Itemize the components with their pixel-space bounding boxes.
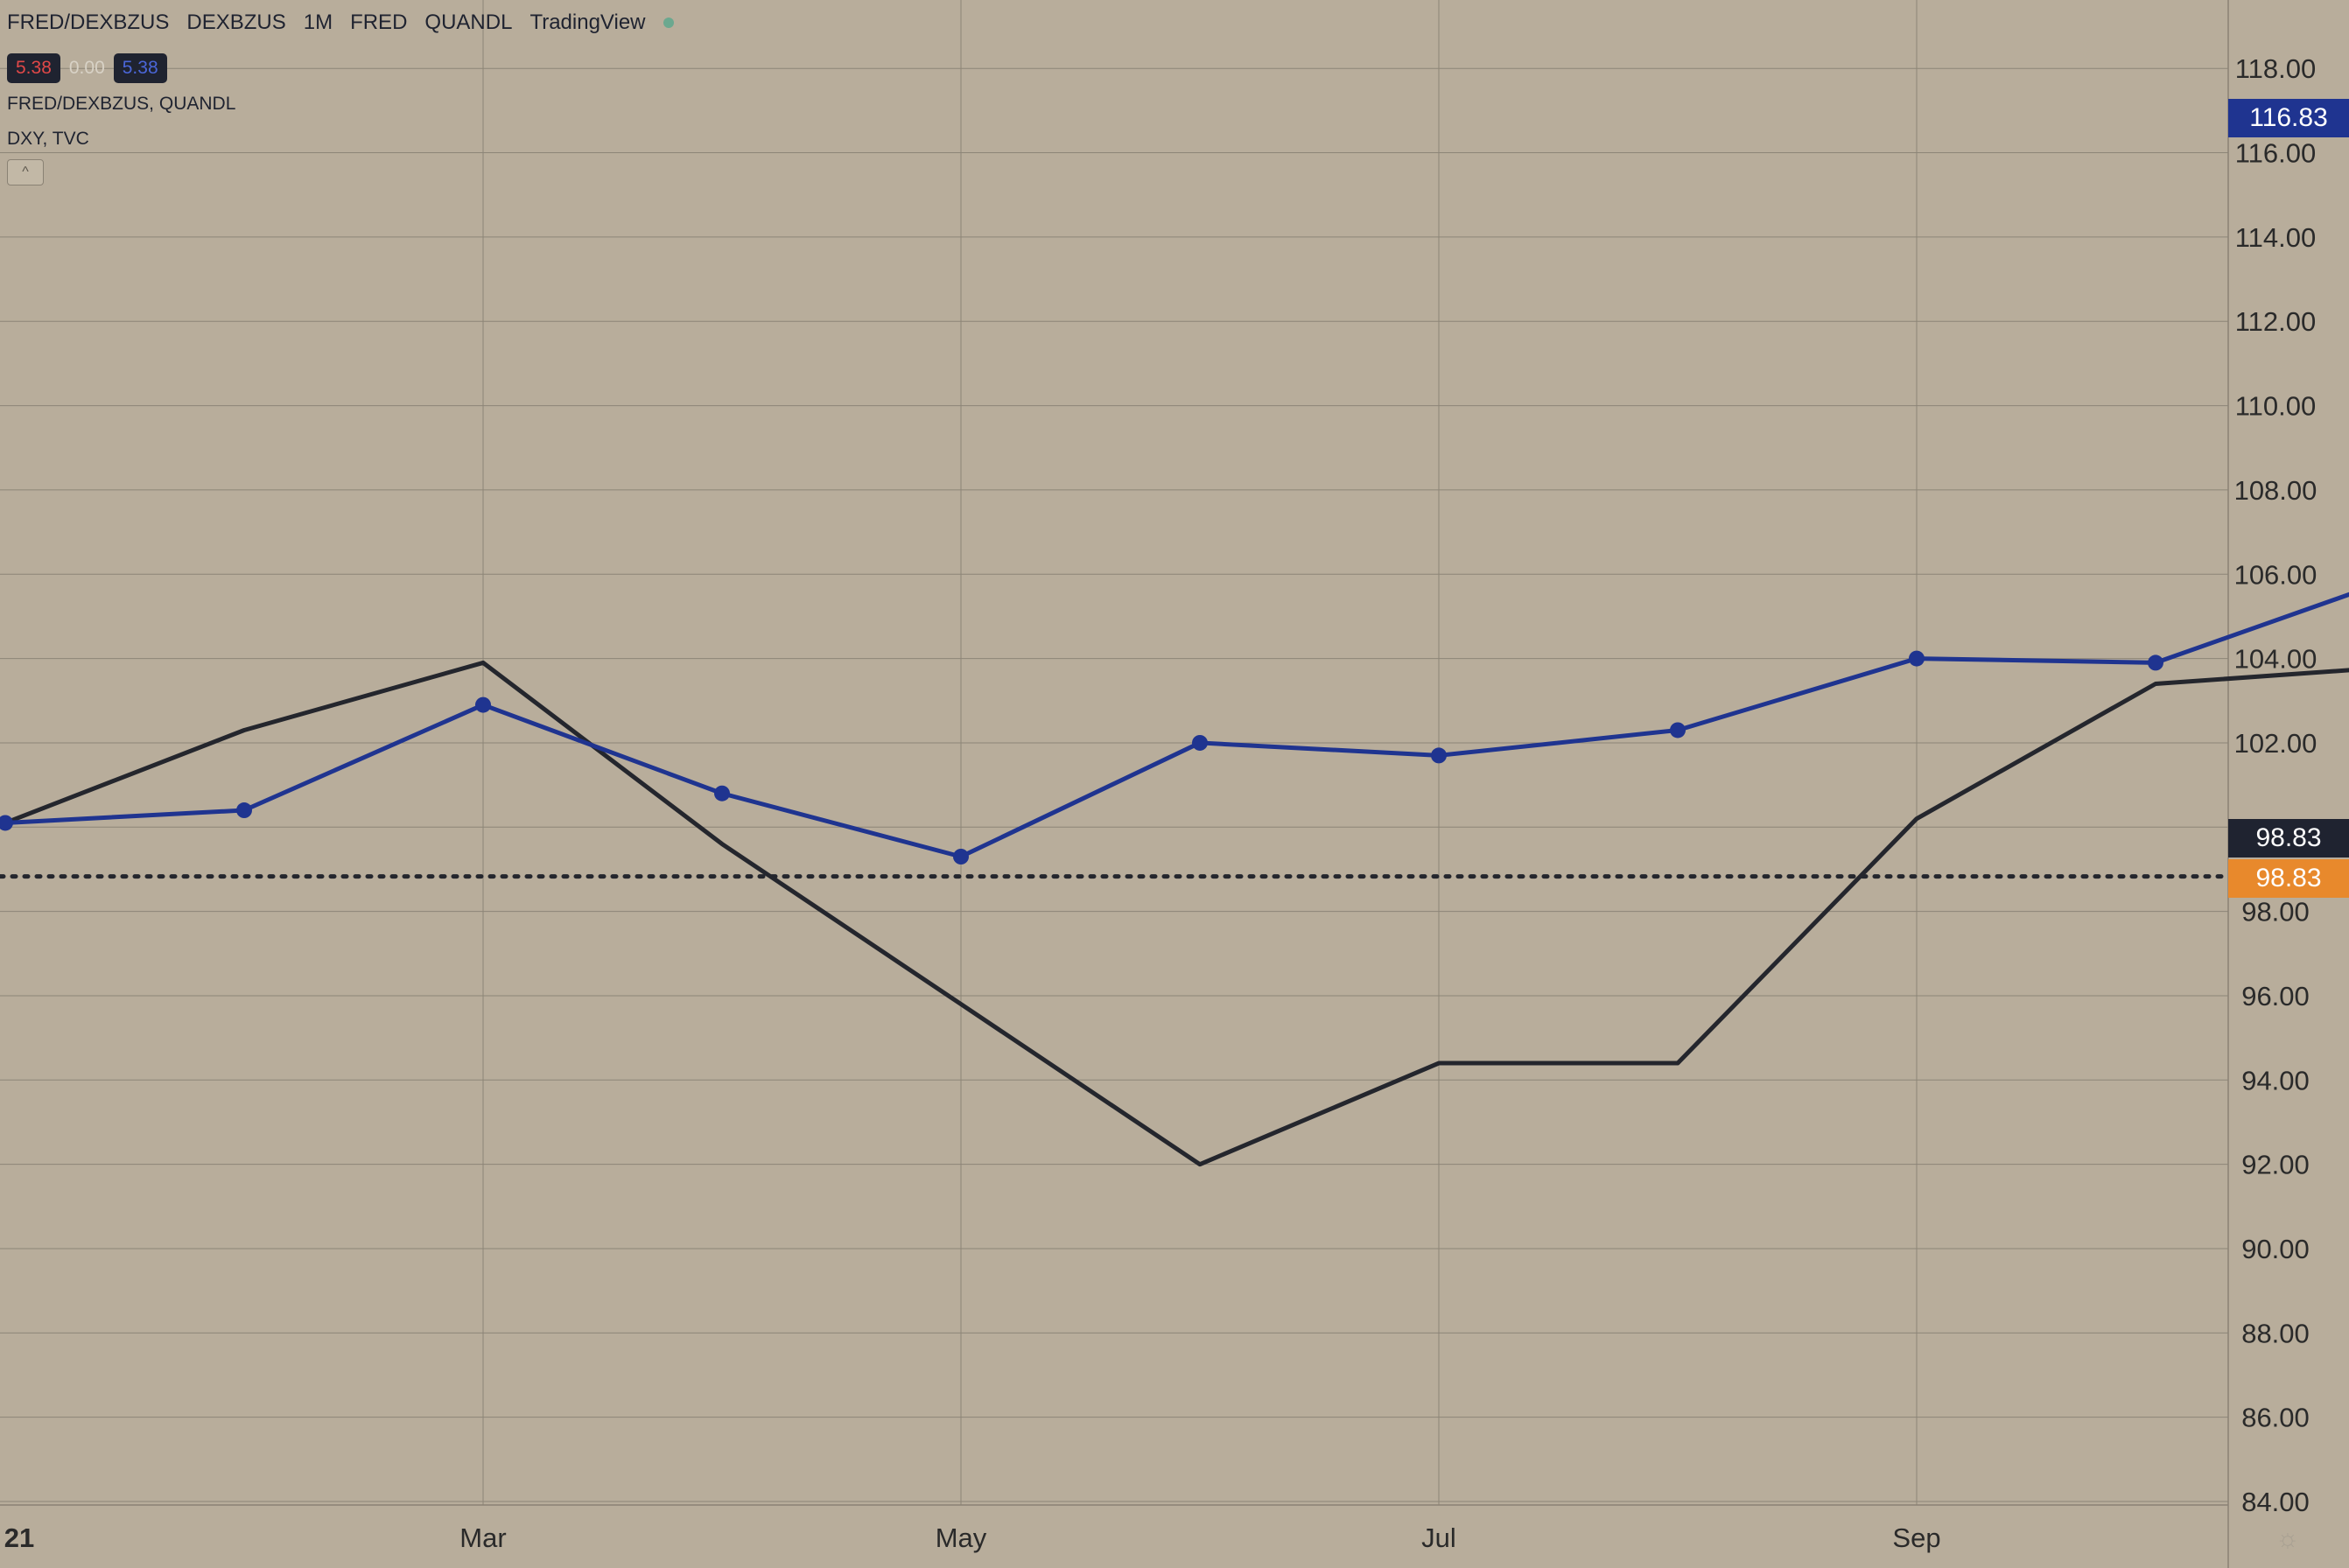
series-point bbox=[1909, 650, 1925, 667]
legend-interval: 1M bbox=[303, 10, 333, 34]
y-tick-label: 96.00 bbox=[2241, 981, 2310, 1012]
y-tick-label: 112.00 bbox=[2235, 306, 2317, 337]
legend-provider: TradingView bbox=[529, 10, 646, 34]
y-tick-label: 116.00 bbox=[2235, 138, 2317, 169]
ohlc-values: 5.38 0.00 5.38 bbox=[7, 51, 674, 86]
y-tick-label: 92.00 bbox=[2241, 1150, 2310, 1180]
series-point bbox=[1431, 747, 1447, 764]
y-tick-label: 84.00 bbox=[2241, 1487, 2310, 1517]
legend-series-2[interactable]: DXY, TVC bbox=[7, 129, 89, 149]
y-tick-label: 114.00 bbox=[2235, 222, 2317, 253]
y-tick-label: 108.00 bbox=[2234, 475, 2317, 506]
series-line-dxy bbox=[4, 660, 2349, 1167]
x-tick-label: May bbox=[936, 1522, 987, 1553]
price-tag-dark: 98.83 bbox=[2228, 818, 2349, 858]
series-point bbox=[1192, 734, 1208, 751]
value-badge-blue: 5.38 bbox=[113, 53, 167, 83]
collapse-legend-button[interactable]: ^ bbox=[7, 159, 44, 186]
legend-exchange: QUANDL bbox=[424, 10, 513, 34]
x-tick-label: Sep bbox=[1892, 1522, 1940, 1553]
price-axis[interactable]: 84.00 86.00 88.00 90.00 92.00 94.00 96.00 98.00… bbox=[2234, 53, 2317, 1517]
y-tick-label: 104.00 bbox=[2234, 644, 2317, 675]
legend-header[interactable]: FRED/DEXBZUS DEXBZUS 1M FRED QUANDL Trad… bbox=[7, 7, 674, 38]
series-line-brl bbox=[4, 592, 2349, 859]
series-point bbox=[475, 696, 491, 713]
legend-description: DEXBZUS bbox=[186, 10, 286, 34]
y-tick-label: 102.00 bbox=[2234, 728, 2317, 759]
y-tick-label: 98.00 bbox=[2241, 897, 2310, 928]
y-tick-label: 94.00 bbox=[2241, 1065, 2310, 1096]
series-point bbox=[236, 802, 252, 819]
y-tick-label: 86.00 bbox=[2241, 1403, 2310, 1433]
legend-symbol[interactable]: FRED/DEXBZUS bbox=[7, 10, 170, 34]
x-tick-label: 21 bbox=[4, 1522, 34, 1553]
value-badge-red: 5.38 bbox=[7, 53, 60, 83]
series-point bbox=[953, 848, 969, 864]
time-axis[interactable]: 21MarMayJulSepNov2022MarMayJul bbox=[4, 1522, 2349, 1553]
legend-series-1[interactable]: FRED/DEXBZUS, QUANDL bbox=[7, 94, 236, 114]
chart-legend: FRED/DEXBZUS DEXBZUS 1M FRED QUANDL Trad… bbox=[7, 7, 674, 186]
x-tick-label: Jul bbox=[1421, 1522, 1456, 1553]
y-tick-label: 106.00 bbox=[2234, 559, 2317, 590]
series-point bbox=[1670, 722, 1686, 738]
x-tick-label: Mar bbox=[459, 1522, 506, 1553]
settings-icon[interactable]: ☼ bbox=[2275, 1524, 2300, 1553]
y-tick-label: 118.00 bbox=[2235, 53, 2317, 84]
series-layer bbox=[0, 592, 2349, 1167]
y-tick-label: 90.00 bbox=[2241, 1234, 2310, 1264]
legend-source: FRED bbox=[350, 10, 408, 34]
value-change: 0.00 bbox=[68, 58, 105, 78]
market-status-icon bbox=[663, 18, 674, 28]
price-tag-blue: 116.83 bbox=[2228, 98, 2349, 137]
series-point bbox=[0, 815, 13, 831]
y-tick-label: 110.00 bbox=[2235, 391, 2317, 422]
series-point bbox=[2148, 654, 2163, 671]
price-tag-orange: 98.83 bbox=[2228, 858, 2349, 898]
y-tick-label: 88.00 bbox=[2241, 1318, 2310, 1348]
series-point bbox=[714, 785, 730, 802]
